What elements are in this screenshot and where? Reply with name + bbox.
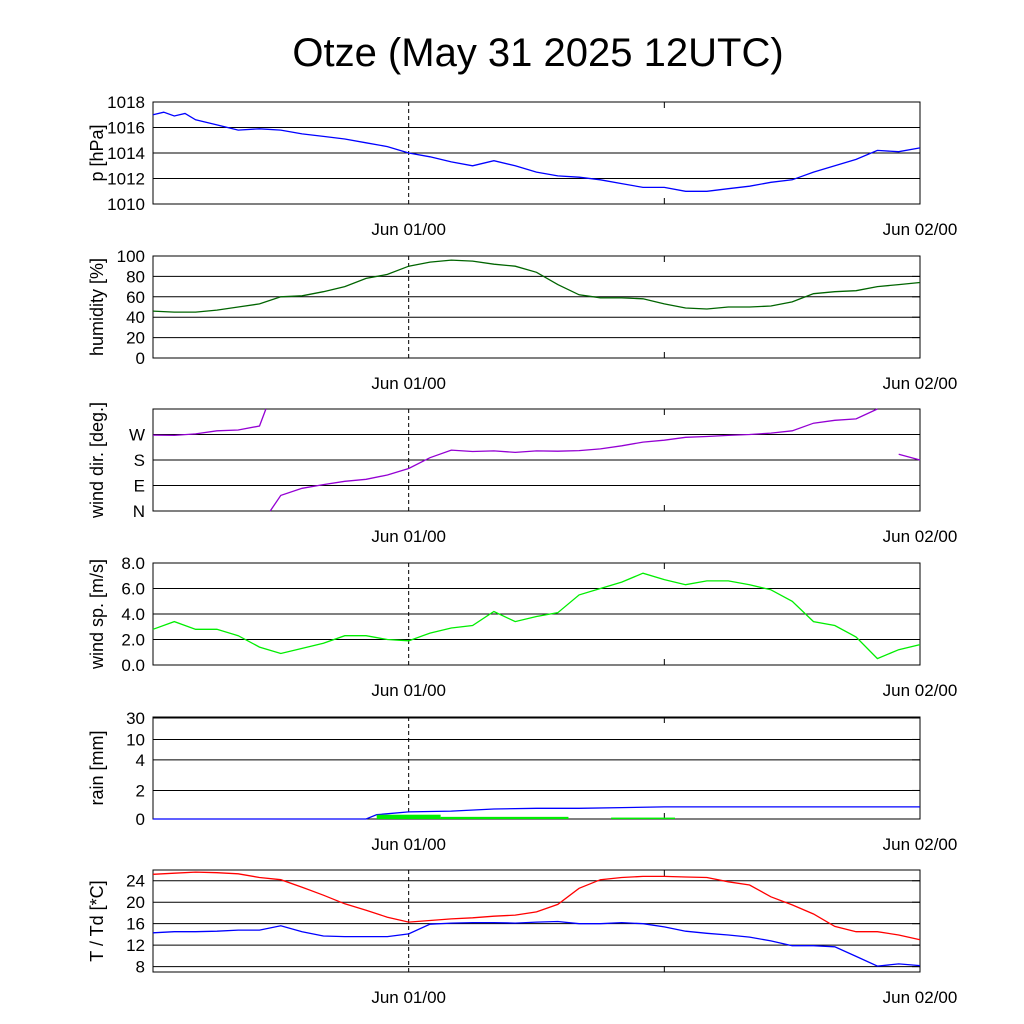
y-tick-label: 1014 — [107, 144, 145, 163]
x-tick-label: Jun 01/00 — [371, 374, 446, 393]
panel-5: 0 2 4 10 30 rain [mm] Jun 01/00 Jun 02/00 — [87, 709, 957, 854]
y-axis-label: humidity [%] — [87, 258, 107, 356]
y-tick-label: N — [133, 502, 145, 521]
y-axis-label: rain [mm] — [87, 730, 107, 805]
series-line — [153, 806, 920, 820]
y-tick-label: 24 — [126, 872, 145, 891]
x-tick-label: Jun 02/00 — [883, 220, 958, 239]
panel-6: 8 12 16 20 24 T / Td [*C] Jun 01/00 Jun 02/00 — [87, 869, 958, 1007]
rain-bar — [611, 817, 675, 819]
x-tick-label: Jun 01/00 — [371, 527, 446, 546]
y-tick-label: 0 — [136, 810, 145, 829]
y-tick-label: 80 — [126, 267, 145, 286]
y-tick-label: S — [134, 451, 145, 470]
x-tick-label: Jun 02/00 — [883, 374, 958, 393]
y-axis-label: wind sp. [m/s] — [87, 559, 107, 670]
y-tick-label: 8.0 — [121, 554, 145, 573]
plot-frame — [152, 255, 921, 359]
y-tick-label: 8 — [136, 958, 145, 977]
y-tick-label: 1016 — [107, 119, 145, 138]
y-tick-label: 20 — [126, 893, 145, 912]
y-tick-label: 4.0 — [121, 605, 145, 624]
plot-frame — [152, 869, 921, 973]
y-axis-label: wind dir. [deg.] — [87, 402, 107, 519]
series-line — [152, 572, 921, 660]
y-tick-label: 20 — [126, 329, 145, 348]
panel-4: 0.0 2.0 4.0 6.0 8.0 wind sp. [m/s] Jun 01/00 Ju… — [87, 554, 957, 700]
x-tick-label: Jun 02/00 — [883, 835, 958, 854]
y-tick-label: 100 — [117, 247, 145, 266]
y-tick-label: 0.0 — [121, 656, 145, 675]
x-tick-label: Jun 01/00 — [371, 681, 446, 700]
series-line — [152, 920, 921, 967]
series-line — [152, 408, 921, 512]
y-tick-label: 6.0 — [121, 580, 145, 599]
x-tick-label: Jun 01/00 — [371, 988, 446, 1007]
y-tick-label: 1018 — [107, 93, 145, 112]
y-tick-label: 60 — [126, 288, 145, 307]
series-line — [152, 111, 921, 192]
y-tick-label: 1010 — [107, 195, 145, 214]
series-line — [152, 259, 921, 313]
rain-bar — [376, 814, 441, 819]
x-tick-label: Jun 01/00 — [371, 835, 446, 854]
series-line — [152, 871, 921, 941]
rain-bar — [440, 816, 569, 819]
y-tick-label: 0 — [136, 349, 145, 368]
y-tick-label: W — [129, 426, 145, 445]
x-tick-label: Jun 02/00 — [883, 681, 958, 700]
x-tick-label: Jun 01/00 — [371, 220, 446, 239]
y-tick-label: 12 — [126, 936, 145, 955]
y-axis-label: T / Td [*C] — [87, 880, 107, 961]
y-tick-label: 1012 — [107, 170, 145, 189]
y-tick-label: 10 — [126, 730, 145, 749]
y-tick-label: 2.0 — [121, 631, 145, 650]
y-tick-label: 30 — [126, 709, 145, 728]
y-tick-label: 40 — [126, 308, 145, 327]
y-tick-label: E — [134, 477, 145, 496]
x-tick-label: Jun 02/00 — [883, 527, 958, 546]
x-tick-label: Jun 02/00 — [883, 988, 958, 1007]
y-tick-label: 4 — [136, 751, 145, 770]
chart-title: Otze (May 31 2025 12UTC) — [292, 31, 783, 75]
y-tick-label: 2 — [136, 781, 145, 800]
y-axis-label: p [hPa] — [87, 124, 107, 181]
y-tick-label: 16 — [126, 915, 145, 934]
